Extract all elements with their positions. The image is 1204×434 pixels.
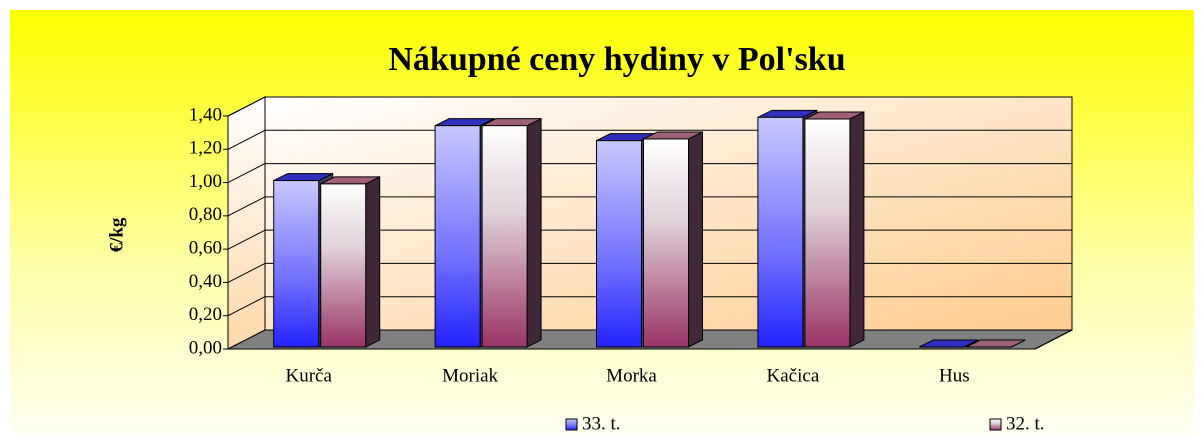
grid-line [227,262,266,283]
bar-side [365,176,381,348]
bar [757,116,804,348]
grid-line [227,196,266,217]
x-tick-label: Hus [939,365,970,386]
bar [643,138,689,348]
x-tick-label: Morka [606,365,657,386]
x-axis [1034,329,1073,350]
side-wall [227,96,266,350]
chart-title: Nákupné ceny hydiny v Pol'sku [388,41,845,78]
x-tick-label: Kurča [285,365,332,386]
y-tick-label: 0,20 [189,304,222,325]
legend-swatch [989,418,1002,431]
bar-side [526,117,542,348]
bar-side [688,131,703,348]
bar-side [849,111,865,348]
legend-label: 32. t. [1006,413,1045,434]
bar [434,125,481,348]
grid-line [227,296,266,317]
grid-line [227,229,266,250]
bar [320,183,367,348]
bar [596,140,642,348]
y-tick-label: 0,00 [189,337,222,358]
bar [804,118,851,348]
bar-top [919,339,979,348]
bar [273,180,320,348]
y-tick-label: 0,60 [189,238,222,259]
grid-line [227,96,266,117]
grid-line [227,129,266,150]
x-tick-label: Moriak [442,365,498,386]
y-axis-label: €/kg [106,217,127,252]
x-tick-label: Kačica [767,365,820,386]
y-tick-label: 0,80 [189,204,222,225]
bar-top [966,339,1026,348]
y-tick-label: 1,40 [189,104,222,125]
y-tick-label: 1,20 [189,138,222,159]
y-tick-label: 0,40 [189,271,222,292]
y-tick-label: 1,00 [189,171,222,192]
legend-label: 33. t. [582,413,621,434]
legend-swatch [565,418,578,431]
grid-line [227,163,266,184]
bar [481,125,528,348]
